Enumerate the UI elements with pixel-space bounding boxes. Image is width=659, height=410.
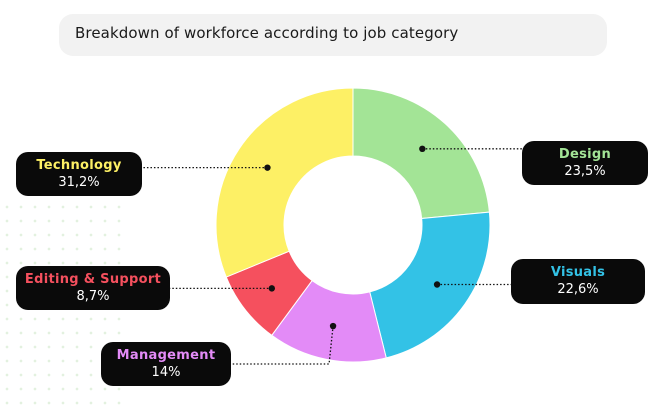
label-management-name: Management <box>116 348 216 363</box>
label-technology: Technology 31,2% <box>16 152 142 196</box>
label-technology-name: Technology <box>36 158 122 173</box>
label-design-value: 23,5% <box>564 164 606 179</box>
label-design-name: Design <box>558 147 612 162</box>
label-visuals: Visuals 22,6% <box>511 259 645 304</box>
chart-title-box: Breakdown of workforce according to job … <box>59 14 607 56</box>
label-visuals-value: 22,6% <box>557 282 599 297</box>
label-editing-support-name: Editing & Support <box>24 272 162 287</box>
leader-dot-management <box>329 322 337 330</box>
slice-visuals <box>369 211 491 359</box>
label-management: Management 14% <box>101 342 231 386</box>
slice-technology <box>215 87 354 278</box>
label-design: Design 23,5% <box>522 141 648 185</box>
slice-design <box>352 87 490 220</box>
label-technology-value: 31,2% <box>58 175 100 190</box>
leader-dot-visuals <box>433 281 441 288</box>
donut-slices <box>215 87 491 363</box>
leader-dot-design <box>419 145 426 153</box>
label-editing-support: Editing & Support 8,7% <box>16 266 170 310</box>
leader-lines <box>142 145 522 365</box>
label-visuals-name: Visuals <box>550 265 606 280</box>
label-editing-support-value: 8,7% <box>76 289 110 304</box>
leader-dot-technology <box>264 164 271 171</box>
chart-title: Breakdown of workforce according to job … <box>75 24 459 42</box>
label-management-value: 14% <box>151 365 181 380</box>
leader-dot-editing <box>268 285 276 292</box>
